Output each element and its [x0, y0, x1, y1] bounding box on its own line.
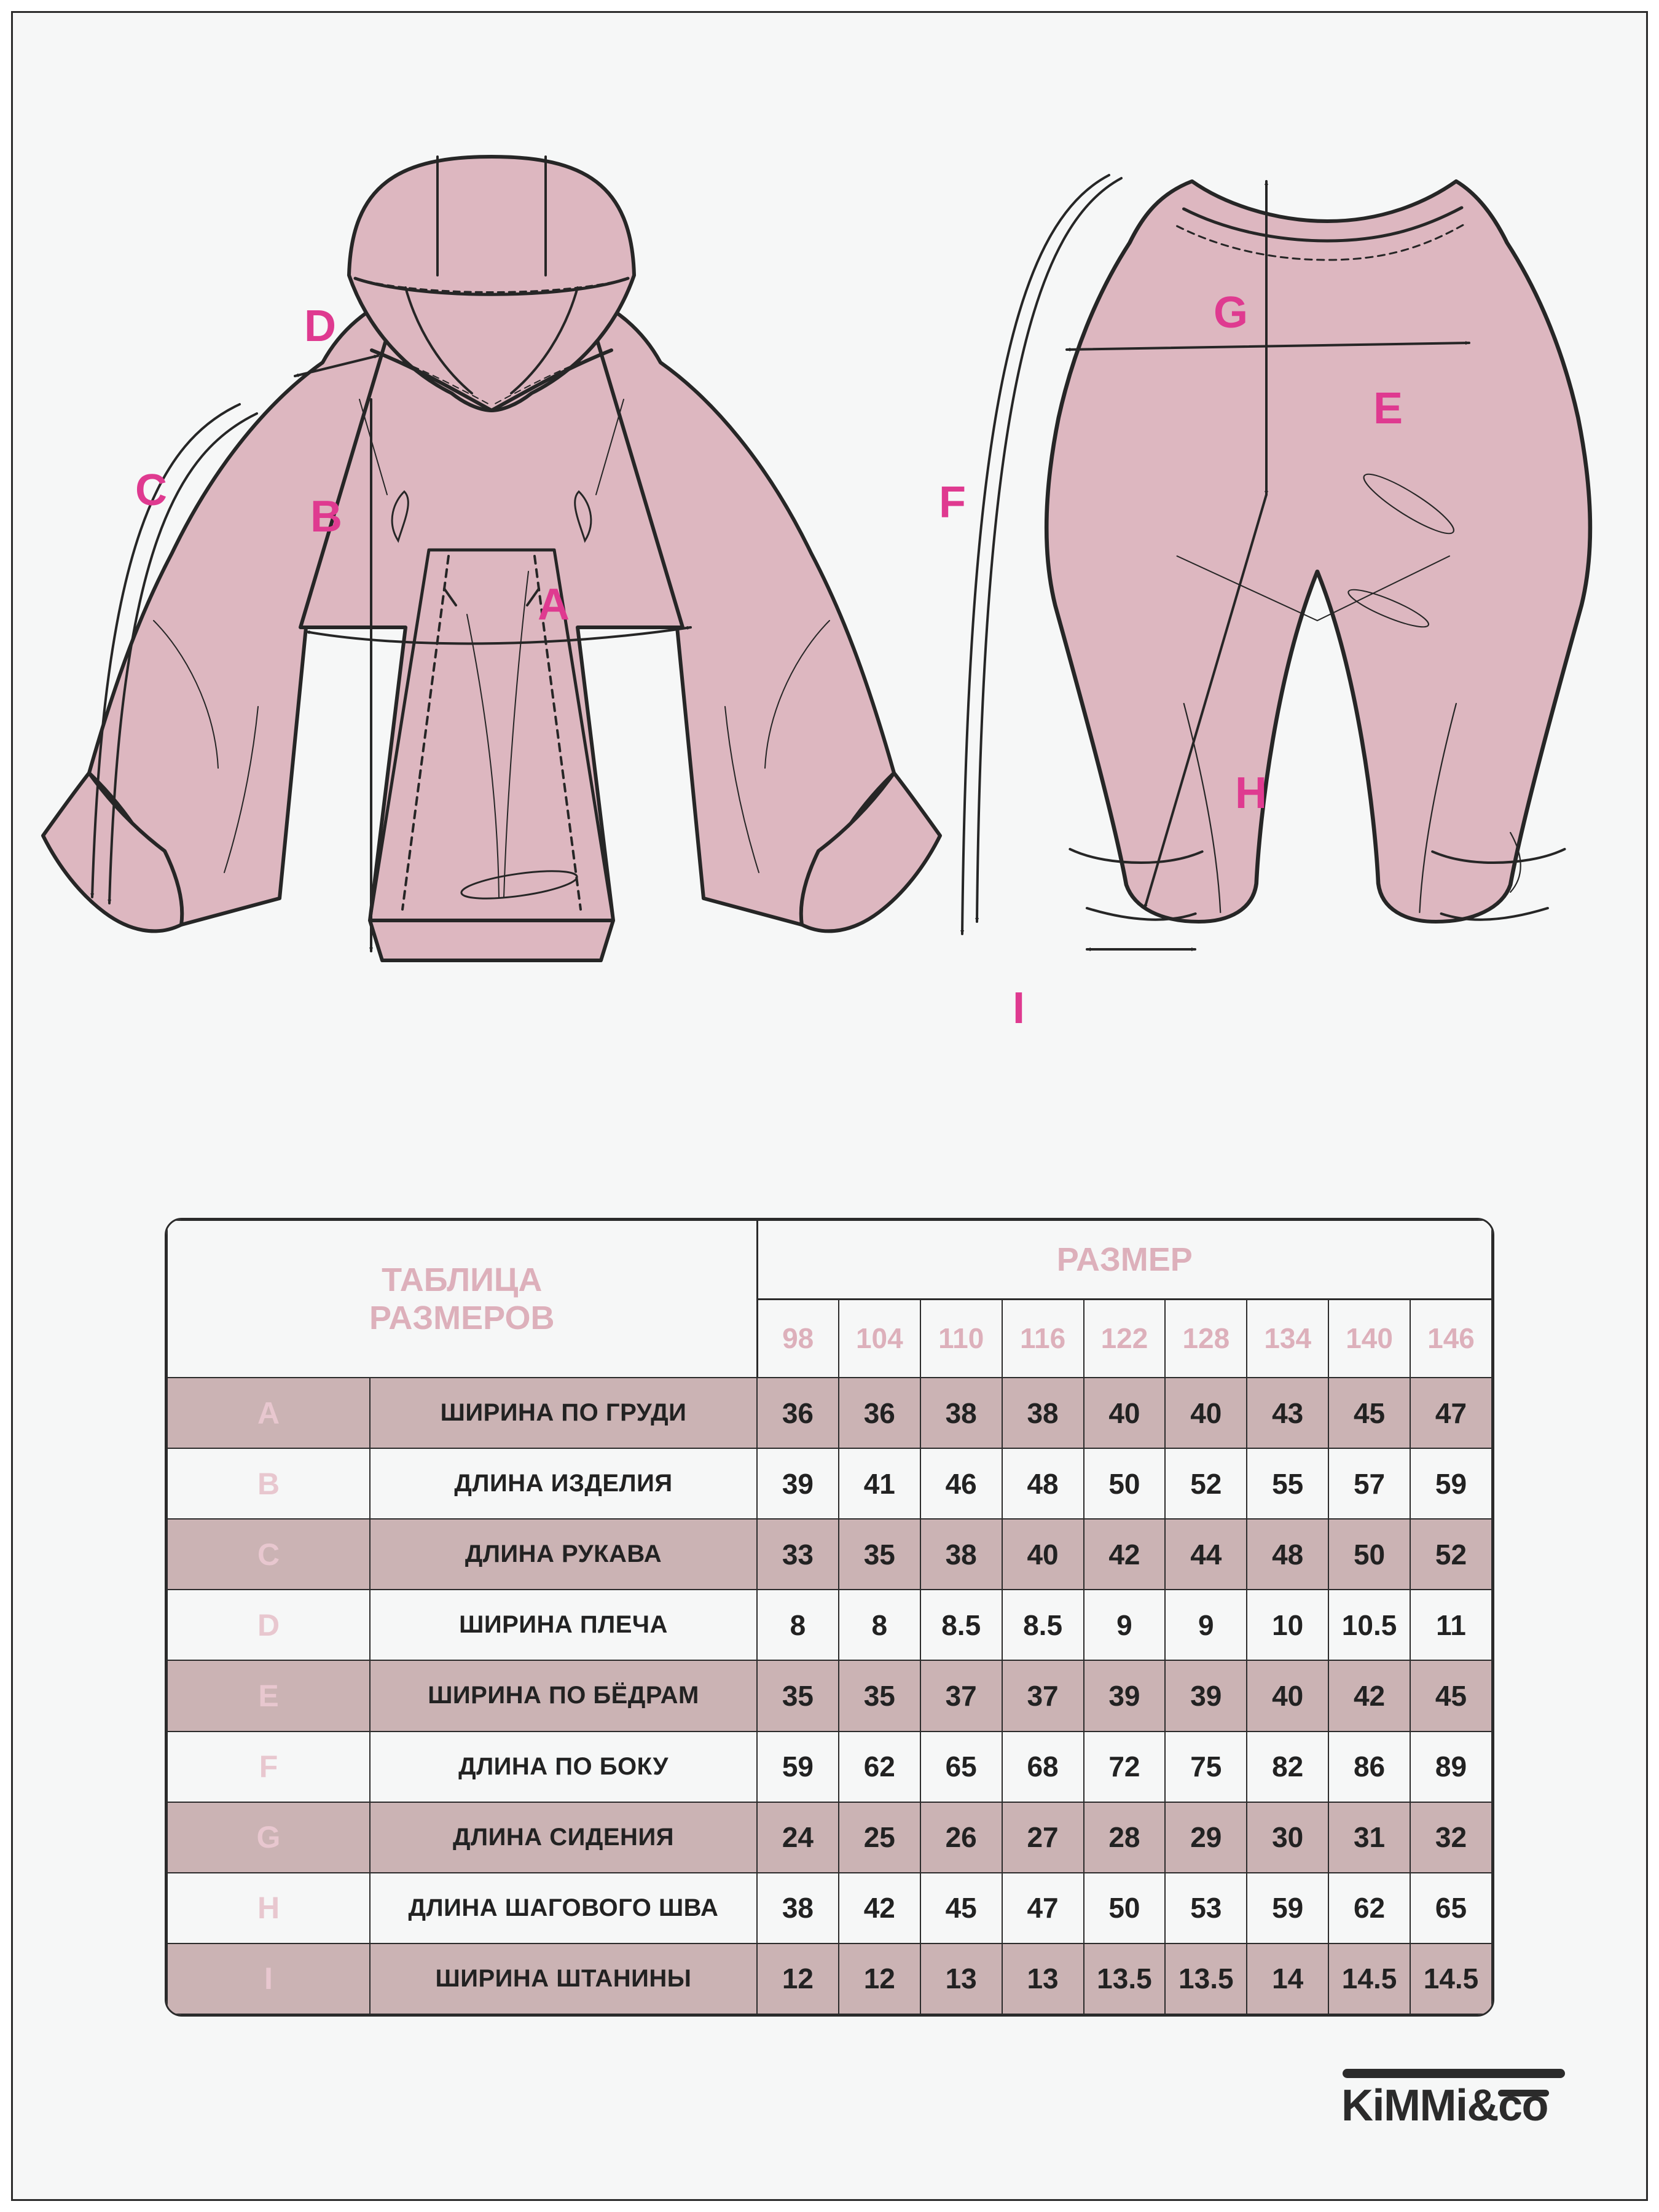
svg-text:KiMMi&co: KiMMi&co [1341, 2081, 1548, 2127]
